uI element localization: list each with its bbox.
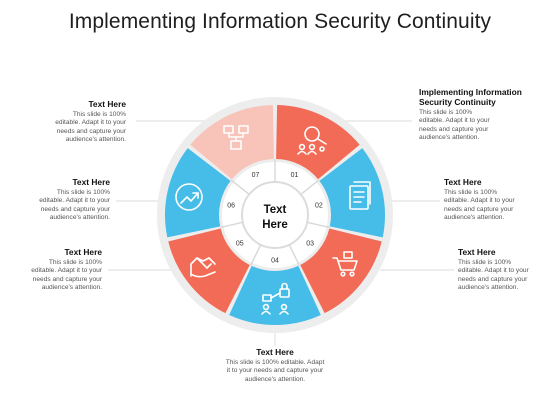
callout-desc-line: needs and capture your — [419, 125, 489, 133]
shopping-cart-icon — [332, 251, 358, 277]
callout-desc-line: This slide is 100% editable. Adapt — [225, 359, 325, 366]
callout-desc-line: This slide is 100% — [419, 109, 473, 116]
callout-title: Text Here — [72, 177, 110, 187]
callout-desc-line: audience's attention. — [41, 284, 102, 292]
callout-desc-line: audience's attention. — [444, 214, 505, 222]
center-label-line2: Here — [262, 219, 288, 231]
callout-desc-line: editable. Adapt it to your — [39, 197, 110, 205]
callout-desc-line: needs and capture your — [40, 205, 110, 213]
magnifier-people-icon — [297, 126, 327, 155]
callout-desc-line: editable. Adapt it to your — [55, 119, 126, 127]
segment-number-06: 06 — [227, 202, 235, 209]
callout-desc-line: editable. Adapt it to your — [444, 197, 515, 205]
callout-left-low: Text Here This slide is 100% editable. A… — [0, 247, 102, 293]
segment-05 — [168, 228, 250, 314]
page-title: Implementing Information Security Contin… — [68, 10, 492, 33]
segment-02 — [319, 148, 385, 238]
callout-title: Text Here — [256, 347, 294, 357]
center-label-line1: Text — [264, 204, 287, 216]
segment-divider — [307, 221, 330, 229]
callout-desc-line: editable. Adapt it to your — [458, 267, 529, 275]
segment-number-02: 02 — [315, 202, 323, 209]
callout-desc-line: editable. Adapt it to your — [419, 117, 490, 125]
segment-numbers: 01 02 03 04 05 06 07 — [220, 159, 330, 266]
segment-divider — [230, 179, 250, 195]
callout-desc-line: This slide is 100% — [48, 259, 102, 266]
segment-number-07: 07 — [252, 172, 260, 179]
callout-desc-line: editable. Adapt it to your — [31, 267, 102, 275]
callout-top-left: Text Here This slide is 100% editable. A… — [24, 99, 126, 145]
callout-title: Text Here — [444, 177, 482, 187]
segment-divider — [288, 244, 300, 266]
callout-title: Text Here — [88, 99, 126, 109]
callout-title: Security Continuity — [419, 97, 496, 107]
segment-number-03: 03 — [306, 241, 314, 248]
callout-desc-line: needs and capture your — [32, 275, 102, 283]
segments — [165, 105, 385, 325]
segment-01 — [276, 105, 360, 180]
callout-desc-line: This slide is 100% — [56, 189, 110, 196]
callout-bottom: Text Here This slide is 100% editable. A… — [195, 347, 355, 384]
callout-right-low: Text Here This slide is 100% editable. A… — [458, 247, 558, 293]
callout-right-mid: Text Here This slide is 100% editable. A… — [444, 177, 550, 223]
growth-arrow-icon — [175, 183, 203, 211]
segment-divider — [220, 221, 243, 229]
callout-desc-line: This slide is 100% — [72, 111, 126, 118]
callout-left-mid: Text Here This slide is 100% editable. A… — [8, 177, 110, 223]
callout-desc-line: audience's attention. — [419, 134, 480, 142]
segment-number-05: 05 — [236, 241, 244, 248]
callout-desc-line: needs and capture your — [444, 205, 514, 213]
callout-title: Implementing Information — [419, 87, 522, 97]
callout-top-right: Implementing Information Security Contin… — [419, 87, 549, 143]
segment-07 — [190, 105, 274, 180]
callout-desc-line: needs and capture your — [458, 275, 528, 283]
callout-desc-line: audience's attention. — [458, 284, 519, 292]
org-chart-icon — [223, 125, 249, 150]
segment-divider — [300, 179, 320, 195]
segment-number-04: 04 — [271, 258, 279, 265]
document-stack-icon — [349, 181, 371, 210]
handshake-icon — [190, 257, 216, 278]
callout-title: Text Here — [64, 247, 102, 257]
callout-desc-line: This slide is 100% — [444, 189, 498, 196]
lock-network-icon — [261, 282, 290, 315]
segment-number-01: 01 — [291, 172, 299, 179]
callout-desc-line: audience's attention. — [244, 375, 306, 383]
segment-divider — [250, 244, 262, 266]
callout-desc-line: This slide is 100% — [458, 259, 512, 266]
callout-desc-line: audience's attention. — [65, 136, 126, 144]
callout-desc-line: needs and capture your — [56, 127, 126, 135]
callout-desc-line: audience's attention. — [49, 214, 110, 222]
callout-desc-line: it to your needs and capture your — [226, 367, 324, 375]
callout-title: Text Here — [458, 247, 496, 257]
segment-03 — [300, 228, 382, 314]
